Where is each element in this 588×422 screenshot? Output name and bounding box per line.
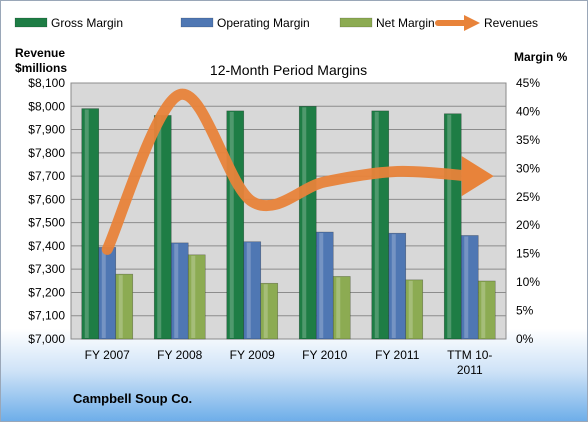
bar-net-margin	[187, 254, 206, 340]
right-tick-label: 20%	[516, 218, 540, 232]
bar-operating-margin	[315, 231, 334, 340]
right-tick-label: 30%	[516, 161, 540, 175]
bar-highlight	[391, 234, 396, 338]
right-tick-label: 35%	[516, 133, 540, 147]
bar-highlight	[464, 236, 469, 338]
bar-highlight	[101, 248, 106, 338]
x-tick-label: TTM 10-	[447, 348, 492, 362]
bar-highlight	[336, 277, 341, 338]
bar-highlight	[447, 114, 452, 338]
left-tick-label: $7,100	[28, 309, 65, 323]
right-tick-label: 40%	[516, 104, 540, 118]
left-tick-label: $7,800	[28, 146, 65, 160]
bar-net-margin	[115, 273, 134, 340]
legend-swatch-gross-margin	[14, 17, 48, 28]
left-tick-label: $7,000	[28, 332, 65, 346]
bar-operating-margin	[98, 247, 117, 340]
bar-gross-margin	[298, 106, 317, 340]
bar-gross-margin	[226, 110, 245, 340]
bar-highlight	[302, 107, 307, 338]
right-axis-title: Margin %	[514, 50, 568, 64]
bar-highlight	[191, 255, 196, 338]
left-axis-title: $millions	[15, 61, 67, 75]
right-tick-label: 15%	[516, 247, 540, 261]
bar-operating-margin	[170, 242, 189, 340]
left-tick-label: $7,200	[28, 285, 65, 299]
legend-swatch-net-margin	[339, 17, 373, 28]
left-tick-label: $7,700	[28, 169, 65, 183]
bar-operating-margin	[388, 232, 407, 340]
bar-net-margin	[477, 280, 496, 340]
bar-highlight	[319, 233, 324, 338]
company-name: Campbell Soup Co.	[73, 391, 192, 406]
bar-highlight	[374, 111, 379, 339]
x-tick-label: FY 2011	[375, 348, 420, 362]
bar-highlight	[157, 116, 162, 338]
bar-highlight	[408, 280, 413, 338]
left-tick-label: $7,400	[28, 239, 65, 253]
left-axis-title: Revenue	[15, 46, 65, 60]
legend-label: Revenues	[484, 16, 538, 30]
bar-net-margin	[260, 282, 279, 340]
bar-net-margin	[405, 279, 424, 340]
left-tick-label: $7,500	[28, 216, 65, 230]
bar-operating-margin	[243, 241, 262, 340]
bar-gross-margin	[371, 110, 390, 340]
bar-highlight	[263, 284, 268, 338]
x-tick-label: FY 2010	[302, 348, 347, 362]
chart-title: 12-Month Period Margins	[210, 62, 367, 78]
bar-gross-margin	[81, 108, 100, 340]
revenue-line	[101, 89, 476, 255]
x-tick-label: 2011	[457, 363, 483, 377]
legend-swatch-operating-margin	[180, 17, 214, 28]
legend-label: Operating Margin	[217, 16, 310, 30]
revenue-arrowhead	[461, 156, 494, 197]
right-tick-label: 5%	[516, 304, 534, 318]
legend-label: Gross Margin	[51, 16, 123, 30]
right-tick-label: 0%	[516, 332, 534, 346]
bar-highlight	[118, 275, 123, 338]
bar-gross-margin	[443, 113, 462, 340]
bar-operating-margin	[460, 235, 479, 340]
plot-area	[70, 82, 507, 340]
bar-net-margin	[332, 276, 351, 340]
x-tick-label: FY 2009	[230, 348, 275, 362]
bar-highlight	[481, 281, 486, 338]
left-tick-label: $7,900	[28, 123, 65, 137]
bar-highlight	[246, 242, 251, 338]
left-tick-label: $8,000	[28, 99, 65, 113]
bar-highlight	[229, 111, 234, 339]
bar-highlight	[84, 109, 89, 338]
left-tick-label: $8,100	[28, 76, 65, 90]
right-tick-label: 10%	[516, 275, 540, 289]
x-tick-label: FY 2007	[85, 348, 130, 362]
left-tick-label: $7,300	[28, 262, 65, 276]
legend-label: Net Margin	[376, 16, 435, 30]
right-tick-label: 25%	[516, 190, 540, 204]
legend-arrow	[464, 15, 480, 31]
right-tick-label: 45%	[516, 76, 540, 90]
x-tick-label: FY 2008	[157, 348, 202, 362]
bar-gross-margin	[153, 115, 172, 340]
bar-highlight	[174, 243, 179, 338]
left-tick-label: $7,600	[28, 192, 65, 206]
